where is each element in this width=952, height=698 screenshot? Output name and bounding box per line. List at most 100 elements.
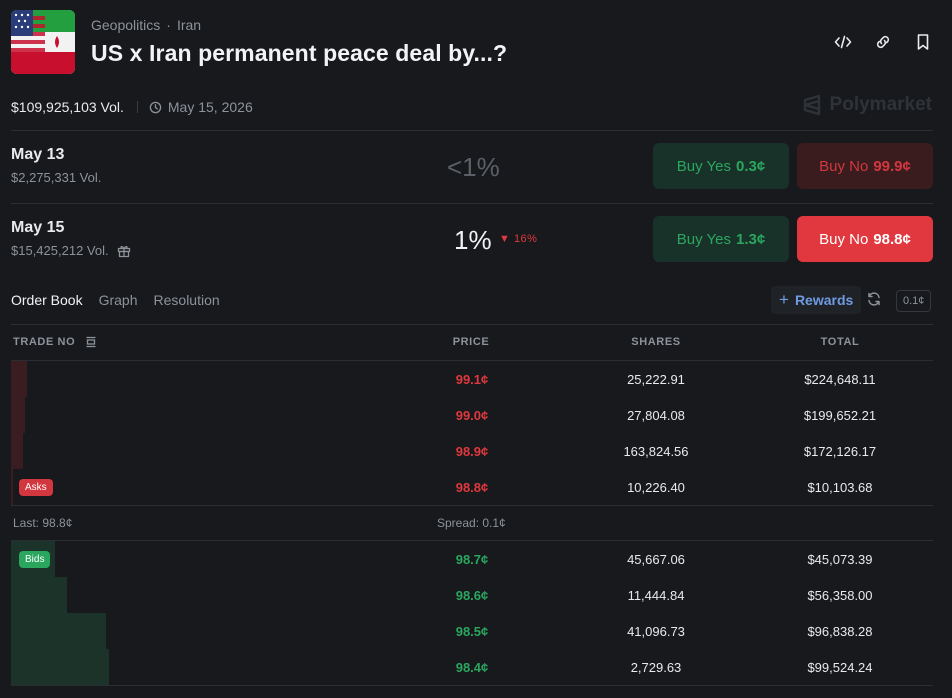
breadcrumb-separator: · bbox=[166, 17, 171, 33]
trade-no-label: TRADE NO bbox=[13, 336, 76, 348]
ask-price: 98.9¢ bbox=[455, 444, 489, 459]
bid-price: 98.4¢ bbox=[455, 660, 489, 675]
divider bbox=[11, 505, 933, 506]
embed-code-icon[interactable] bbox=[834, 33, 852, 51]
ask-row[interactable]: 99.0¢ 27,804.08 $199,652.21 bbox=[11, 397, 933, 433]
divider bbox=[11, 540, 933, 541]
buy-yes-label: Buy Yes bbox=[676, 157, 731, 175]
outcome-title: May 15 bbox=[11, 219, 65, 236]
clock-icon bbox=[149, 101, 162, 113]
buy-yes-price: 0.3¢ bbox=[736, 157, 766, 175]
bid-shares: 11,444.84 bbox=[627, 588, 685, 603]
bid-row[interactable]: 98.4¢ 2,729.63 $99,524.24 bbox=[11, 649, 933, 685]
bid-total: $45,073.39 bbox=[807, 552, 873, 567]
divider bbox=[11, 130, 933, 131]
buy-yes-button[interactable]: Buy Yes 1.3¢ bbox=[653, 216, 789, 262]
buy-no-button[interactable]: Buy No 99.9¢ bbox=[797, 143, 933, 189]
last-price: Last: 98.8¢ bbox=[13, 516, 73, 530]
ask-price: 98.8¢ bbox=[455, 480, 489, 495]
outcome-may13[interactable]: May 13 $2,275,331 Vol. bbox=[11, 146, 101, 185]
buy-no-label: Buy No bbox=[819, 230, 869, 248]
outcome-volume-row: $15,425,212 Vol. bbox=[11, 243, 131, 258]
bid-shares: 41,096.73 bbox=[627, 624, 685, 639]
outcome-volume: $2,275,331 Vol. bbox=[11, 170, 102, 185]
ask-depth-bar bbox=[11, 433, 23, 469]
bid-depth-bar bbox=[11, 613, 106, 649]
breadcrumb: Geopolitics · Iran bbox=[91, 17, 201, 33]
buy-yes-price: 1.3¢ bbox=[736, 230, 766, 248]
meta-divider bbox=[136, 101, 138, 113]
total-volume: $109,925,103 Vol. bbox=[11, 99, 124, 115]
bid-depth-bar bbox=[11, 649, 109, 685]
bid-price: 98.6¢ bbox=[455, 588, 489, 603]
column-header-trade: TRADE NO bbox=[13, 336, 97, 348]
outcome-may15[interactable]: May 15 $15,425,212 Vol. bbox=[11, 219, 131, 258]
buy-yes-label: Buy Yes bbox=[676, 230, 731, 248]
bookmark-icon[interactable] bbox=[914, 33, 932, 51]
ask-price: 99.0¢ bbox=[455, 408, 489, 423]
rewards-button[interactable]: + Rewards bbox=[771, 286, 862, 314]
outcome-title: May 13 bbox=[11, 146, 65, 163]
bid-shares: 2,729.63 bbox=[630, 660, 682, 675]
tab-graph[interactable]: Graph bbox=[98, 292, 138, 308]
page-title: US x Iran permanent peace deal by...? bbox=[91, 40, 508, 66]
ask-shares: 25,222.91 bbox=[627, 372, 685, 387]
ask-total: $172,126.17 bbox=[803, 444, 877, 459]
link-icon[interactable] bbox=[874, 33, 892, 51]
bid-price: 98.7¢ bbox=[455, 552, 489, 567]
tab-bar: Order Book Graph Resolution bbox=[11, 292, 220, 308]
brand-name: Polymarket bbox=[829, 94, 932, 115]
divider bbox=[11, 360, 933, 361]
outcome-probability: 1% bbox=[454, 225, 492, 255]
column-header-shares: SHARES bbox=[631, 336, 681, 348]
end-date: May 15, 2026 bbox=[149, 99, 253, 115]
ask-row[interactable]: 99.1¢ 25,222.91 $224,648.11 bbox=[11, 361, 933, 397]
ask-row[interactable]: 98.8¢ 10,226.40 $10,103.68 bbox=[11, 469, 933, 505]
divider bbox=[11, 685, 933, 686]
bid-total: $96,838.28 bbox=[807, 624, 873, 639]
bid-price: 98.5¢ bbox=[455, 624, 489, 639]
tab-order-book[interactable]: Order Book bbox=[11, 292, 83, 308]
polymarket-mark-icon bbox=[803, 94, 820, 116]
tick-size-selector[interactable]: 0.1¢ bbox=[896, 290, 932, 312]
bid-row[interactable]: 98.6¢ 11,444.84 $56,358.00 bbox=[11, 577, 933, 613]
bids-badge: Bids bbox=[19, 551, 51, 568]
gift-icon[interactable] bbox=[117, 244, 131, 258]
ask-price: 99.1¢ bbox=[455, 372, 489, 387]
ask-shares: 27,804.08 bbox=[627, 408, 685, 423]
ask-row[interactable]: 98.9¢ 163,824.56 $172,126.17 bbox=[11, 433, 933, 469]
ask-depth-bar bbox=[11, 397, 25, 433]
buy-no-price: 99.9¢ bbox=[873, 157, 911, 175]
bid-total: $99,524.24 bbox=[807, 660, 873, 675]
header-actions bbox=[834, 33, 932, 51]
column-header-total: TOTAL bbox=[820, 336, 860, 348]
end-date-text: May 15, 2026 bbox=[167, 99, 253, 115]
probability-change: ▼ 16% bbox=[499, 233, 538, 245]
rewards-label: Rewards bbox=[794, 292, 854, 308]
buy-yes-button[interactable]: Buy Yes 0.3¢ bbox=[653, 143, 789, 189]
breadcrumb-category[interactable]: Geopolitics bbox=[91, 17, 161, 33]
outcome-probability: <1% bbox=[447, 152, 500, 182]
breadcrumb-subcategory[interactable]: Iran bbox=[176, 17, 202, 33]
ask-total: $199,652.21 bbox=[803, 408, 877, 423]
market-thumbnail bbox=[11, 10, 75, 74]
collapse-icon[interactable] bbox=[85, 336, 97, 348]
refresh-icon[interactable] bbox=[866, 291, 884, 309]
ask-shares: 163,824.56 bbox=[623, 444, 689, 459]
divider bbox=[11, 203, 933, 204]
polymarket-logo: Polymarket bbox=[802, 94, 932, 116]
bid-row[interactable]: 98.7¢ 45,667.06 $45,073.39 bbox=[11, 541, 933, 577]
buy-no-button[interactable]: Buy No 98.8¢ bbox=[797, 216, 933, 262]
bid-row[interactable]: 98.5¢ 41,096.73 $96,838.28 bbox=[11, 613, 933, 649]
market-meta: $109,925,103 Vol. May 15, 2026 bbox=[11, 99, 253, 115]
column-header-price: PRICE bbox=[452, 336, 490, 348]
bid-total: $56,358.00 bbox=[807, 588, 873, 603]
ask-total: $224,648.11 bbox=[804, 372, 876, 387]
ask-depth-bar bbox=[11, 469, 13, 505]
plus-icon: + bbox=[779, 290, 789, 309]
ask-total: $10,103.68 bbox=[807, 480, 873, 495]
ask-depth-bar bbox=[11, 361, 27, 397]
spread: Spread: 0.1¢ bbox=[437, 516, 506, 530]
buy-no-label: Buy No bbox=[819, 157, 869, 175]
tab-resolution[interactable]: Resolution bbox=[153, 292, 220, 308]
